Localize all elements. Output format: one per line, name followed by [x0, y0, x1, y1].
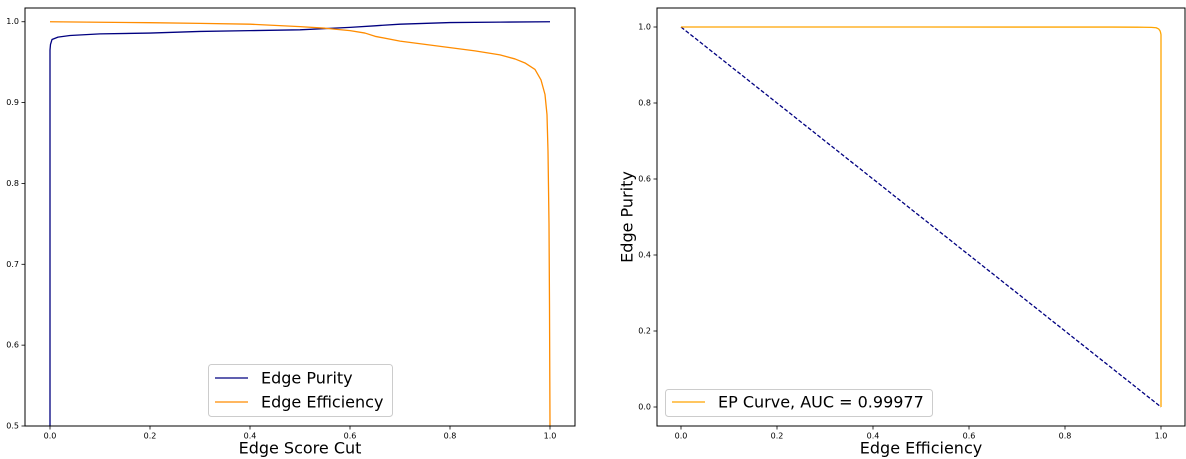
x-tick-label: 0.6 [963, 432, 976, 441]
y-tick-label: 0.2 [638, 327, 651, 336]
plot-frame [24, 7, 576, 427]
x-tick-label: 0.0 [675, 432, 688, 441]
x-tick-label: 1.0 [544, 432, 557, 441]
ep-curve-line [681, 26, 1162, 407]
legend-frame [665, 389, 933, 417]
edge-efficiency-line [49, 21, 551, 426]
axis-ticks: 0.0 0.2 0.4 0.6 0.8 1.0 0.5 0.6 0.7 0.8 0.9 1.0 [6, 17, 556, 440]
x-tick-label: 1.0 [1155, 432, 1168, 441]
x-axis-label: Edge Score Cut [239, 439, 362, 458]
y-tick-label: 0.0 [638, 403, 651, 412]
x-tick-label: 0.4 [867, 432, 880, 441]
y-tick-label: 0.7 [6, 260, 19, 269]
legend: Edge Purity Edge Efficiency [208, 364, 393, 417]
plot-frame [656, 7, 1186, 427]
legend: EP Curve, AUC = 0.99977 [665, 389, 933, 417]
ep-curve-plot: 0.0 0.2 0.4 0.6 0.8 1.0 0.0 0.2 0.4 0.6 0.8 1.0 Edg… [618, 7, 1186, 458]
legend-entry: Edge Purity [215, 369, 353, 388]
legend-label: EP Curve, AUC = 0.99977 [718, 393, 924, 412]
y-tick-label: 1.0 [638, 23, 651, 32]
axis-ticks: 0.0 0.2 0.4 0.6 0.8 1.0 0.0 0.2 0.4 0.6 0.8 1.0 [638, 23, 1167, 441]
y-tick-label: 0.5 [6, 422, 19, 431]
x-tick-label: 0.4 [244, 432, 257, 441]
edge-purity-line [49, 21, 551, 426]
x-tick-label: 0.2 [771, 432, 784, 441]
y-tick-label: 0.9 [6, 98, 19, 107]
x-tick-label: 0.0 [44, 432, 57, 441]
y-axis-label: Edge Purity [618, 171, 637, 263]
y-tick-label: 0.8 [638, 99, 651, 108]
y-tick-label: 0.4 [638, 251, 651, 260]
legend-entry: Edge Efficiency [215, 393, 383, 412]
diagonal-reference-line [680, 26, 1162, 408]
y-tick-label: 1.0 [6, 17, 19, 26]
x-tick-label: 0.6 [344, 432, 357, 441]
y-tick-label: 0.6 [6, 341, 19, 350]
legend-entry: EP Curve, AUC = 0.99977 [672, 393, 924, 412]
x-tick-label: 0.8 [1059, 432, 1072, 441]
y-tick-label: 0.6 [638, 175, 651, 184]
x-tick-label: 0.8 [444, 432, 457, 441]
legend-label: Edge Efficiency [261, 393, 383, 412]
legend-frame [208, 364, 393, 417]
y-tick-label: 0.8 [6, 179, 19, 188]
x-tick-label: 0.2 [144, 432, 157, 441]
score-cut-plot: 0.0 0.2 0.4 0.6 0.8 1.0 0.5 0.6 0.7 0.8 0.9 1.0 Edg… [6, 7, 576, 458]
x-axis-label: Edge Efficiency [860, 439, 982, 458]
legend-label: Edge Purity [261, 369, 353, 388]
